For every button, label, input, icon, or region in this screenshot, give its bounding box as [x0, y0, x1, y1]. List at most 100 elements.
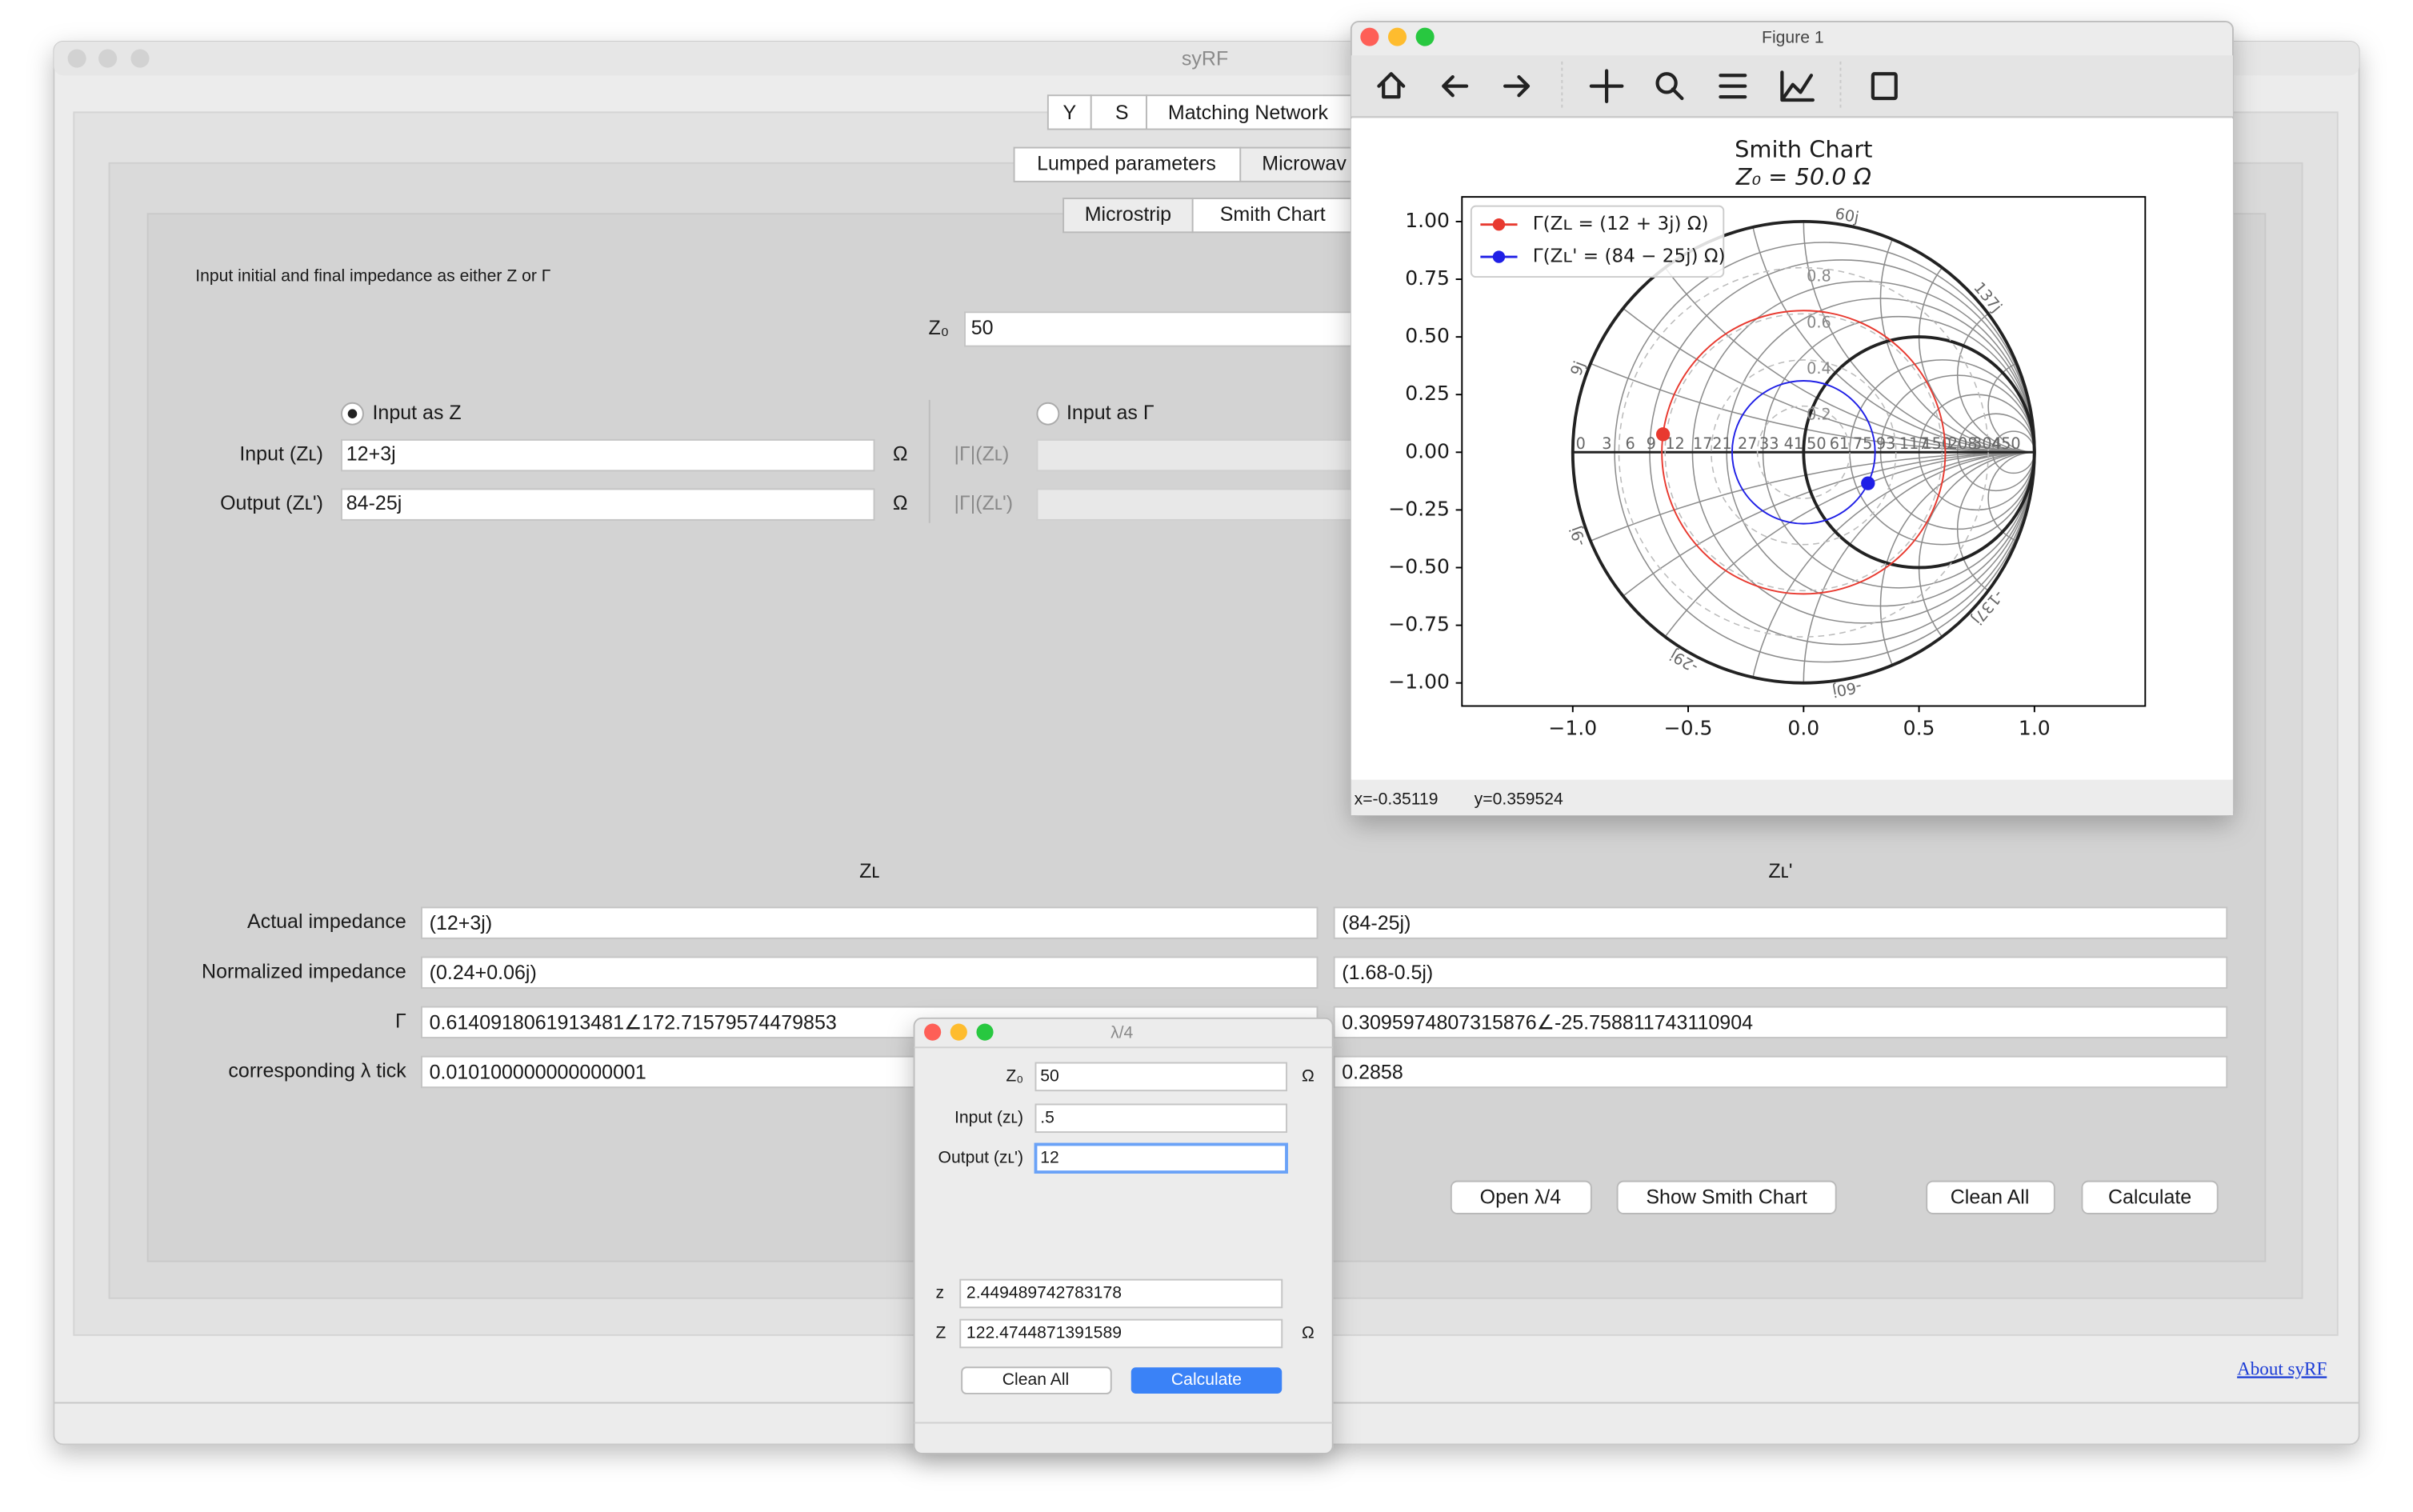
z0-field[interactable]	[1034, 1062, 1287, 1092]
button-label: Show Smith Chart	[1646, 1186, 1807, 1208]
tab[interactable]	[1239, 146, 1355, 182]
result-field[interactable]	[421, 906, 1319, 939]
z-field[interactable]	[959, 1278, 1283, 1309]
gamma-output-label: |Γ|(Zʟ')	[954, 492, 1014, 514]
resistance-label: 150	[1922, 434, 1951, 453]
minimize-button[interactable]	[1387, 27, 1407, 46]
result-value: (1.68-0.5j)	[1342, 962, 1433, 984]
resistance-label: 50	[1807, 434, 1826, 453]
button[interactable]	[1926, 1180, 2055, 1214]
close-button[interactable]	[924, 1023, 942, 1041]
button[interactable]	[1616, 1180, 1837, 1214]
pan-icon[interactable]	[1589, 69, 1624, 104]
input-field[interactable]	[1034, 1103, 1287, 1134]
x-tick-label: 0.5	[1903, 716, 1935, 739]
gamma-circle	[1664, 313, 1943, 592]
reactance-arc	[1956, 298, 2035, 454]
row-label: Normalized impedance	[202, 960, 406, 982]
radio-gamma[interactable]	[1036, 402, 1060, 426]
about-link[interactable]: About syRF	[2237, 1358, 2327, 1378]
button-label: Clean All	[1951, 1186, 2030, 1208]
close-button[interactable]	[67, 49, 86, 68]
resistance-label: 27	[1738, 434, 1757, 453]
forward-icon[interactable]	[1503, 75, 1531, 98]
resistance-label: 17	[1693, 434, 1712, 453]
input-value: .5	[1040, 1108, 1054, 1126]
back-icon[interactable]	[1442, 75, 1469, 98]
button-label: Clean All	[1002, 1370, 1069, 1389]
minimize-button[interactable]	[950, 1023, 967, 1041]
button-label: Calculate	[1171, 1370, 1242, 1389]
zoom-button[interactable]	[1415, 27, 1435, 46]
z0-value: 50	[971, 317, 994, 339]
plot: 0.20.40.60.80 3 6 9 12 17 21 27 33 41 50 61 75 93 1171…	[1388, 196, 2147, 739]
resistance-label: 33	[1759, 434, 1779, 453]
tab[interactable]	[1191, 198, 1352, 234]
zoom-button[interactable]	[130, 49, 150, 68]
Z-value: 122.4744871391589	[966, 1324, 1122, 1342]
x-tick-label: −0.5	[1664, 716, 1713, 739]
gamma-output-field[interactable]	[1036, 488, 1367, 521]
result-value: 0.6140918061913481∠172.71579574479853	[430, 1011, 837, 1034]
results-table: Actual impedance (12+3j) (84-25j) Normalize…	[202, 906, 2228, 1089]
toolbar-icons[interactable]	[1351, 61, 2233, 118]
resistance-label: 41	[1784, 434, 1803, 453]
home-icon[interactable]	[1377, 72, 1406, 99]
gamma-label: 0.2	[1807, 406, 1831, 424]
tab[interactable]	[1046, 94, 1092, 130]
input-label: Input (Zʟ)	[239, 443, 323, 466]
zoom-icon-handle[interactable]	[1671, 87, 1684, 101]
reactance-arc	[1879, 451, 2035, 683]
reactance-arc	[1987, 451, 2035, 546]
config-icon[interactable]	[1719, 74, 1747, 99]
result-field[interactable]	[421, 956, 1319, 989]
resistance-label: 117	[1899, 434, 1929, 453]
figure-window: Figure 1 Smith Chart Z₀ = 50.0 Ω	[1350, 20, 2234, 816]
output-label: Output (Zʟ')	[220, 492, 323, 514]
z0-field[interactable]	[964, 311, 1367, 347]
status-bar	[1351, 779, 2233, 816]
zoom-button[interactable]	[976, 1023, 994, 1041]
resistance-label: 9	[1647, 434, 1656, 453]
save-icon[interactable]	[1871, 72, 1898, 101]
output-field[interactable]	[1034, 1142, 1288, 1174]
row-label: Actual impedance	[247, 910, 406, 933]
tab[interactable]	[1013, 146, 1242, 182]
button[interactable]	[961, 1366, 1112, 1394]
button-label: Open λ/4	[1480, 1186, 1562, 1208]
y-tick-label: −0.75	[1388, 613, 1450, 636]
resistance-label: 0	[1576, 434, 1586, 453]
edit-icon[interactable]	[1780, 70, 1815, 102]
ohm-unit: Ω	[893, 443, 908, 466]
resistance-label: 6	[1625, 434, 1635, 453]
gamma-circle	[1756, 405, 1851, 499]
close-button[interactable]	[1360, 27, 1379, 46]
result-field[interactable]	[1333, 1006, 2228, 1039]
Z-field[interactable]	[959, 1318, 1283, 1349]
output-field[interactable]	[341, 488, 875, 521]
result-field[interactable]	[1333, 1055, 2228, 1089]
tab-label: S	[1115, 102, 1129, 124]
tab-label: Y	[1062, 102, 1076, 124]
input-field[interactable]	[341, 438, 875, 472]
ohm-unit: Ω	[1302, 1324, 1315, 1342]
result-field[interactable]	[1333, 906, 2228, 939]
result-field[interactable]	[1333, 956, 2228, 989]
reactance-arc	[1987, 359, 2035, 454]
button[interactable]	[1130, 1367, 1283, 1394]
gamma-label: 0.4	[1807, 359, 1831, 378]
button[interactable]	[1450, 1180, 1592, 1214]
tab-label: Smith Chart	[1220, 203, 1326, 226]
ohm-unit: Ω	[1302, 1066, 1315, 1085]
figure-subtitle: Z₀ = 50.0 Ω	[1735, 163, 1871, 190]
Z-label: Z	[935, 1324, 946, 1342]
minimize-button[interactable]	[98, 49, 118, 68]
instruction: Input initial and final impedance as eit…	[195, 267, 551, 286]
zoom-icon[interactable]	[1655, 72, 1678, 94]
gamma-label: 0.6	[1807, 313, 1831, 331]
button[interactable]	[2081, 1180, 2219, 1214]
gamma-circle	[1618, 266, 1989, 638]
z-value: 2.449489742783178	[966, 1284, 1122, 1302]
gamma-input-field[interactable]	[1036, 438, 1367, 472]
